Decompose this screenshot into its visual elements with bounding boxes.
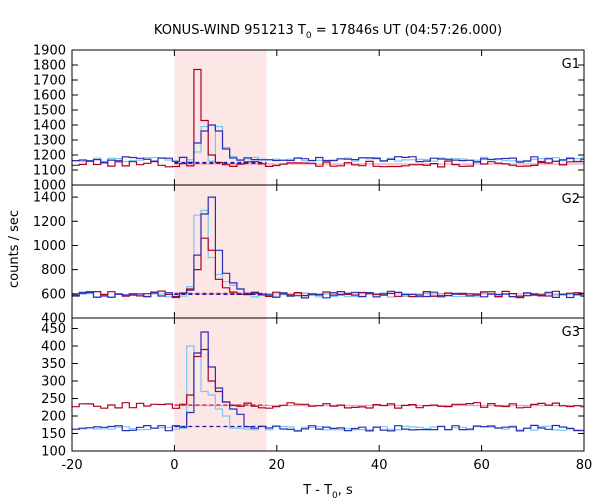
panel-g1: 1000110012001300140015001600170018001900… xyxy=(33,44,585,194)
red-series xyxy=(72,348,584,409)
x-tick-label: 80 xyxy=(576,458,593,473)
y-tick-label: 150 xyxy=(41,427,66,442)
y-tick-label: 1800 xyxy=(33,59,66,74)
panel-g2: 400 600 800 1000 1200 1400 G2 xyxy=(33,184,585,327)
y-tick-label: 200 xyxy=(41,410,66,425)
plot-area xyxy=(72,68,584,168)
y-tick-label: 800 xyxy=(41,263,66,278)
panels-group: 1000110012001300140015001600170018001900… xyxy=(33,44,592,474)
x-tick-label: 20 xyxy=(269,458,286,473)
chart-title: KONUS-WIND 951213 T0 = 17846s UT (04:57:… xyxy=(154,23,502,41)
y-tick-label: 1600 xyxy=(33,89,66,104)
x-tick-label: 60 xyxy=(473,458,490,473)
y-tick-label: 1000 xyxy=(33,179,66,194)
y-tick-label: 250 xyxy=(41,392,66,407)
x-tick-label: 0 xyxy=(170,458,178,473)
y-tick-label: 400 xyxy=(41,312,66,327)
y-tick-label: 1500 xyxy=(33,104,66,119)
y-tick-label: 1100 xyxy=(33,164,66,179)
y-tick-label: 1400 xyxy=(33,191,66,206)
panel-label: G3 xyxy=(562,325,580,340)
y-tick-label: 1000 xyxy=(33,239,66,254)
highlight-interval xyxy=(174,50,267,185)
highlight-interval xyxy=(174,185,267,318)
panel-frame xyxy=(71,317,585,452)
y-tick-label: 1200 xyxy=(33,149,66,164)
y-tick-label: 1200 xyxy=(33,215,66,230)
y-tick-label: 1400 xyxy=(33,119,66,134)
y-tick-label: 100 xyxy=(41,445,66,460)
panel-frame xyxy=(71,49,585,186)
model-series xyxy=(72,209,584,298)
y-tick-label: 450 xyxy=(41,322,66,337)
panel-label: G2 xyxy=(562,192,580,207)
red-series xyxy=(72,68,584,168)
model-series xyxy=(72,125,584,163)
plot-area xyxy=(72,331,584,432)
y-tick-label: 350 xyxy=(41,357,66,372)
y-axis-label: counts / sec xyxy=(7,210,22,288)
panel-label: G1 xyxy=(562,57,580,72)
panel-g3: 100 150 200 250 300 350 400 450 G3 xyxy=(41,317,585,460)
y-tick-label: 1300 xyxy=(33,134,66,149)
x-axis-label: T - T0, s xyxy=(302,483,353,500)
blue-series xyxy=(72,196,584,299)
y-tick-label: 400 xyxy=(41,340,66,355)
plot-area xyxy=(72,196,584,299)
blue-series xyxy=(72,331,584,432)
blue-series xyxy=(72,124,584,163)
highlight-interval xyxy=(174,318,267,451)
x-tick-label: 40 xyxy=(371,458,388,473)
x-tick-label: -20 xyxy=(61,458,82,473)
y-tick-label: 1700 xyxy=(33,74,66,89)
model-series xyxy=(72,345,584,431)
y-tick-label: 1900 xyxy=(33,44,66,59)
red-series xyxy=(72,237,584,298)
y-tick-label: 600 xyxy=(41,287,66,302)
y-tick-label: 300 xyxy=(41,375,66,390)
